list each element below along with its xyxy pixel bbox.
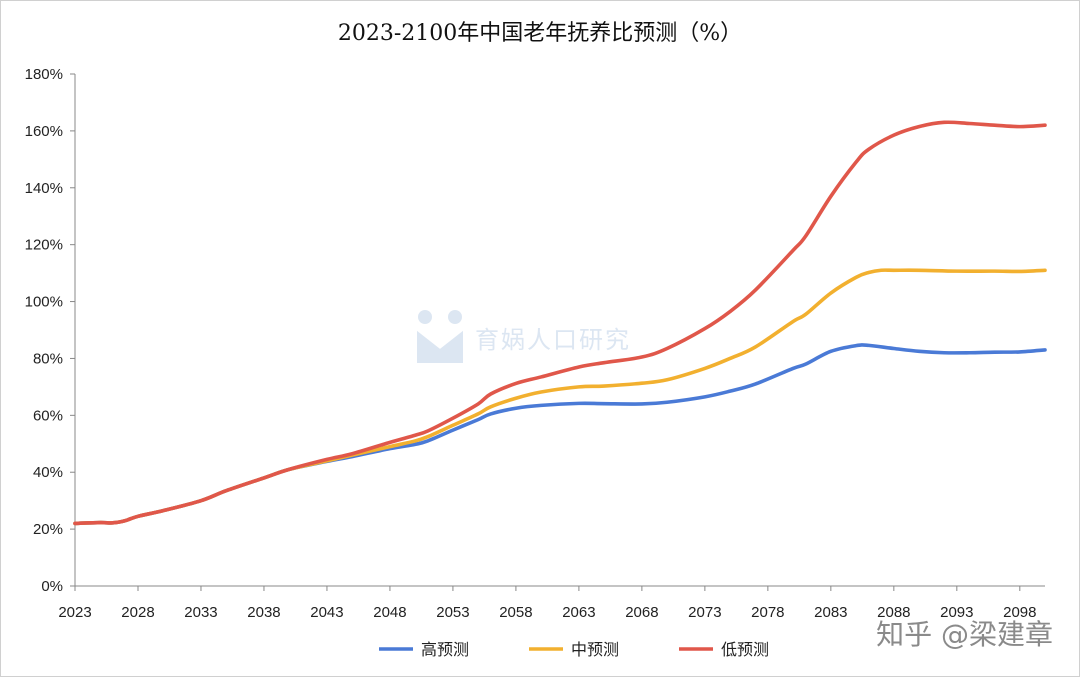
y-tick-label: 160% — [25, 123, 63, 140]
x-tick-label: 2068 — [625, 604, 658, 621]
x-tick-label: 2098 — [1003, 604, 1036, 621]
x-tick-label: 2033 — [184, 604, 217, 621]
x-tick-label: 2093 — [940, 604, 973, 621]
legend: 高预测 中预测 低预测 — [379, 641, 769, 659]
watermark-text: 育娲人口研究 — [475, 326, 631, 354]
y-tick-label: 140% — [25, 180, 63, 197]
credit-watermark: 知乎 @梁建章 — [876, 618, 1053, 651]
x-tick-label: 2088 — [877, 604, 910, 621]
y-tick-label: 100% — [25, 294, 63, 311]
y-tick-label: 80% — [33, 350, 63, 367]
x-tick-label: 2043 — [310, 604, 343, 621]
series-line-low — [73, 120, 1047, 526]
x-tick-label: 2023 — [58, 604, 91, 621]
y-axis-ticks: 0% 20% 40% 60% 80% 100% 120% 140% 160% 180% — [25, 66, 75, 595]
x-tick-label: 2038 — [247, 604, 280, 621]
series-lines — [73, 120, 1047, 526]
x-tick-label: 2053 — [436, 604, 469, 621]
chart-title: 2023-2100年中国老年抚养比预测（%） — [337, 21, 743, 46]
y-tick-label: 40% — [33, 464, 63, 481]
x-tick-label: 2083 — [814, 604, 847, 621]
y-tick-label: 120% — [25, 237, 63, 254]
watermark-logo-icon — [416, 310, 464, 363]
x-tick-label: 2073 — [688, 604, 721, 621]
watermark: 育娲人口研究 — [415, 309, 631, 365]
x-tick-label: 2028 — [121, 604, 154, 621]
y-tick-label: 20% — [33, 521, 63, 538]
y-tick-label: 180% — [25, 66, 63, 83]
legend-label-high: 高预测 — [421, 641, 469, 659]
y-tick-label: 0% — [41, 578, 63, 595]
x-tick-label: 2078 — [751, 604, 784, 621]
x-tick-label: 2058 — [499, 604, 532, 621]
x-tick-label: 2063 — [562, 604, 595, 621]
x-tick-label: 2048 — [373, 604, 406, 621]
legend-label-low: 低预测 — [721, 641, 769, 659]
y-tick-label: 60% — [33, 407, 63, 424]
x-axis-ticks: 2023 2028 2033 2038 2043 2048 2053 2058 2063 2068… — [58, 586, 1036, 621]
legend-label-medium: 中预测 — [571, 641, 619, 659]
